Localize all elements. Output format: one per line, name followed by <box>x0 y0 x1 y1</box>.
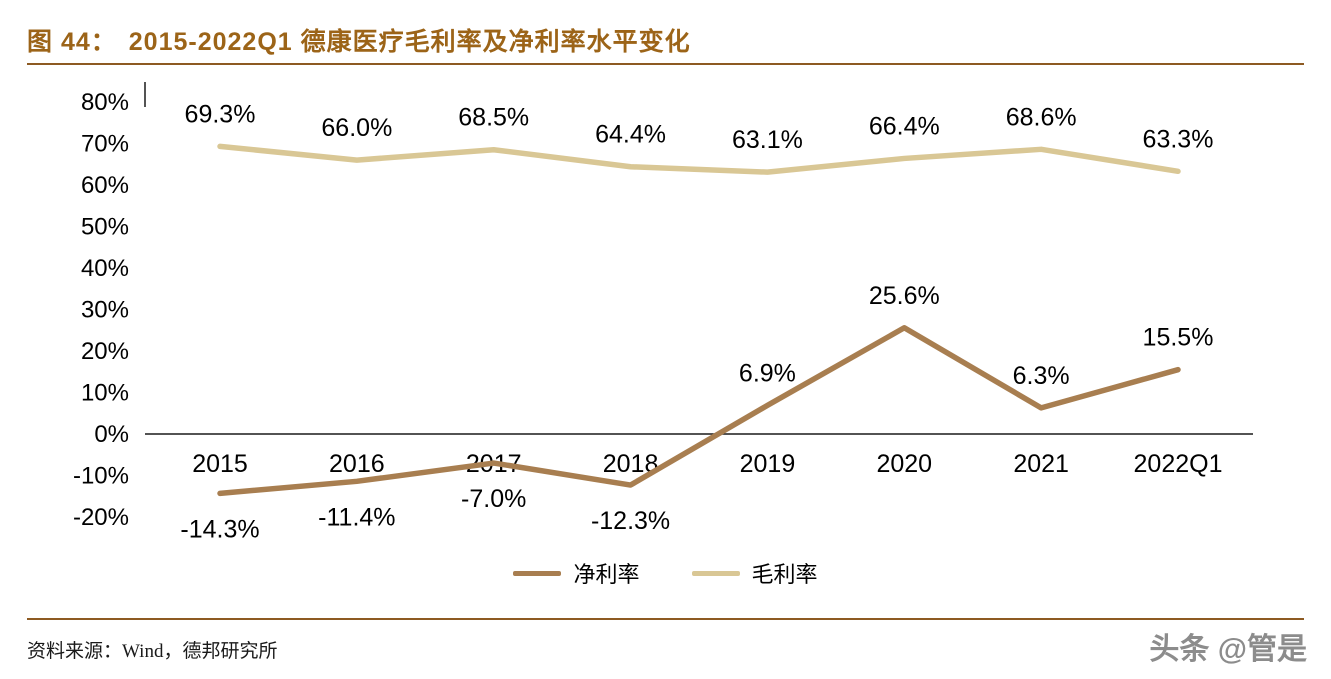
data-label: 68.6% <box>1006 103 1077 131</box>
x-axis-category-label: 2019 <box>740 450 796 478</box>
y-axis-tick-label: 70% <box>81 131 129 158</box>
data-label: -11.4% <box>318 503 395 531</box>
x-axis-category-label: 2020 <box>876 450 932 478</box>
chart-legend: 净利率 毛利率 <box>0 557 1331 589</box>
x-axis-category-label: 2015 <box>192 450 248 478</box>
data-label: 66.0% <box>321 114 392 142</box>
x-axis-category-label: 2022Q1 <box>1134 450 1223 478</box>
legend-item-净利率: 净利率 <box>513 557 640 589</box>
data-label: 64.4% <box>595 121 666 149</box>
legend-swatch <box>513 570 562 576</box>
data-label: 25.6% <box>869 282 940 310</box>
series-line-净利率 <box>217 325 1181 497</box>
series-line-毛利率 <box>217 143 1181 175</box>
top-divider <box>27 63 1304 65</box>
y-axis-tick-label: 10% <box>81 380 129 407</box>
data-label: 6.3% <box>1013 362 1070 390</box>
y-axis-tick-label: 60% <box>81 172 129 199</box>
data-label: -12.3% <box>591 507 670 535</box>
legend-item-毛利率: 毛利率 <box>691 557 818 589</box>
data-label: -7.0% <box>461 485 526 513</box>
y-axis-tick-label: 30% <box>81 297 129 324</box>
data-label: 15.5% <box>1143 324 1214 352</box>
y-axis-tick-label: 20% <box>81 338 129 365</box>
x-axis-category-label: 2016 <box>329 450 385 478</box>
data-label: 63.1% <box>732 126 803 154</box>
figure-number: 图 44： <box>27 28 117 56</box>
y-axis-tick-label: -10% <box>73 463 129 490</box>
y-axis-tick-label: 40% <box>81 255 129 282</box>
data-label: 6.9% <box>739 359 796 387</box>
watermark: 头条 @管是 <box>1149 633 1307 666</box>
data-label: 68.5% <box>458 104 529 132</box>
data-label: 63.3% <box>1143 125 1214 153</box>
figure-title: 2015-2022Q1 德康医疗毛利率及净利率水平变化 <box>128 28 691 56</box>
chart-area: 80% 70% 60% 50% 40% 30% 20% 10% 0% -10% -20% 2015 20… <box>20 72 1300 554</box>
data-label: 66.4% <box>869 112 940 140</box>
y-axis-tick-label: -20% <box>73 504 129 531</box>
data-label: -14.3% <box>180 515 259 543</box>
x-axis-category-label: 2021 <box>1013 450 1069 478</box>
figure-header: 图 44： 2015-2022Q1 德康医疗毛利率及净利率水平变化 <box>27 22 691 58</box>
source-text: 资料来源：Wind，德邦研究所 <box>27 641 278 662</box>
bottom-divider <box>27 618 1304 620</box>
data-label: 69.3% <box>185 100 256 128</box>
legend-label: 毛利率 <box>751 562 818 587</box>
y-axis-tick-label: 80% <box>81 89 129 116</box>
legend-label: 净利率 <box>573 562 640 587</box>
y-axis-tick-label: 0% <box>94 421 129 448</box>
line-chart: 80% 70% 60% 50% 40% 30% 20% 10% 0% -10% -20% 2015 20… <box>73 82 1253 543</box>
y-axis-tick-label: 50% <box>81 214 129 241</box>
legend-swatch <box>691 570 740 576</box>
